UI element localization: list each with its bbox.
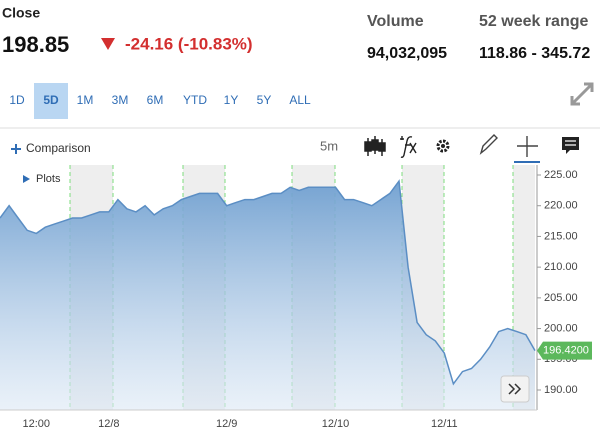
x-tick-label: 12/10 xyxy=(322,418,350,430)
expand-icon[interactable] xyxy=(570,82,594,106)
range-button[interactable]: 3M xyxy=(112,93,129,107)
range-button[interactable]: 5Y xyxy=(257,93,272,107)
range-button[interactable]: 1Y xyxy=(224,93,239,107)
interval[interactable]: 5m xyxy=(320,138,338,153)
plots[interactable]: Plots xyxy=(36,173,61,185)
x-tick-label: 12/11 xyxy=(431,418,458,430)
x-tick-label: 12/9 xyxy=(216,418,237,430)
scroll-icon xyxy=(508,383,522,395)
plus-icon xyxy=(11,144,21,154)
price-line xyxy=(0,179,536,386)
change: -24.16 (-10.83%) xyxy=(125,34,253,53)
close-label: Close xyxy=(2,5,40,21)
y-tick-label: 205.00 xyxy=(544,292,578,304)
pencil-icon[interactable] xyxy=(479,134,498,155)
down-arrow xyxy=(101,38,115,50)
x-tick-label: 12/8 xyxy=(98,418,119,430)
y-tick-label: 225.00 xyxy=(544,169,578,181)
range: 118.86 - 345.72 xyxy=(479,45,590,62)
y-tick-label: 190.00 xyxy=(544,384,578,396)
price-tag xyxy=(537,341,592,360)
y-tick-label: 220.00 xyxy=(544,200,578,212)
y-tick-label: 210.00 xyxy=(544,261,578,273)
plots-arrow xyxy=(23,175,30,183)
range-button[interactable]: ALL xyxy=(289,93,311,107)
range-button[interactable]: YTD xyxy=(183,93,207,107)
y-tick-label: 200.00 xyxy=(544,322,578,334)
comparison[interactable]: Comparison xyxy=(26,141,91,155)
range-label: 52 week range xyxy=(479,13,589,30)
y-tick-label: 215.00 xyxy=(544,230,578,242)
range-button[interactable]: 1D xyxy=(9,93,25,107)
area-fill xyxy=(0,181,535,410)
range-button[interactable]: 1M xyxy=(77,93,94,107)
gear-icon[interactable] xyxy=(436,139,450,153)
plot: 190.00195.00200.00205.00210.00215.00220.… xyxy=(0,165,592,430)
crosshair-icon[interactable] xyxy=(517,136,538,157)
range-selected xyxy=(34,83,68,119)
comment-lines xyxy=(565,140,576,146)
price: 198.85 xyxy=(2,32,69,57)
fx-icon[interactable] xyxy=(400,136,417,158)
range-button[interactable]: 5D xyxy=(43,93,59,107)
candles-icon[interactable] xyxy=(364,136,386,156)
x-tick-label: 12:00 xyxy=(23,418,51,430)
volume-label: Volume xyxy=(367,13,424,30)
volume: 94,032,095 xyxy=(367,45,447,62)
range-button[interactable]: 6M xyxy=(147,93,164,107)
price-tag-label: 196.4200 xyxy=(543,344,589,356)
